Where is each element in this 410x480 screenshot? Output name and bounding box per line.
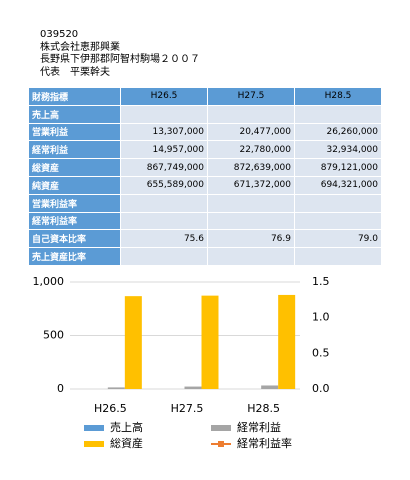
column-header: H26.5 xyxy=(120,87,208,106)
y2-tick-label: 0.5 xyxy=(312,346,330,359)
row-label: 売上資産比率 xyxy=(28,247,121,266)
row-label: 総資産 xyxy=(28,158,121,177)
cell xyxy=(207,193,295,213)
header-line: 039520 xyxy=(40,29,79,40)
row-label: 営業利益 xyxy=(28,122,121,142)
row-label: 経常利益 xyxy=(28,140,121,160)
header-line: 代表 平栗幹夫 xyxy=(40,66,110,78)
cell: 79.0 xyxy=(294,229,382,249)
x-tick-label: H26.5 xyxy=(94,402,127,415)
x-tick-label: H28.5 xyxy=(247,402,280,415)
legend-label: 売上高 xyxy=(110,420,143,434)
x-tick-label: H27.5 xyxy=(171,402,204,415)
header-line: 株式会社恵那興業 xyxy=(40,41,120,53)
column-header: 財務指標 xyxy=(28,87,121,106)
legend-label: 経常利益 xyxy=(237,420,281,434)
bar xyxy=(107,387,125,389)
row-label: 自己資本比率 xyxy=(28,229,121,249)
cell: 22,780,000 xyxy=(207,140,295,160)
y-tick-label: 0 xyxy=(57,382,64,395)
cell: 26,260,000 xyxy=(294,122,382,142)
cell xyxy=(120,247,208,266)
table-row: 営業利益 13,307,000 20,477,000 26,260,000 xyxy=(28,122,382,142)
company-header: 039520 株式会社恵那興業 長野県下伊那郡阿智村駒場２００７ 代表 平栗幹夫 xyxy=(40,29,200,79)
legend-label: 総資産 xyxy=(110,436,143,450)
y2-tick-label: 1.5 xyxy=(312,275,330,288)
finance-table: 財務指標 H26.5 H27.5 H28.5 売上高 営業利益 13,307,000 20,4… xyxy=(28,87,382,266)
cell xyxy=(120,193,208,213)
header-line: 長野県下伊那郡阿智村駒場２００７ xyxy=(40,54,200,65)
table-row: 純資産 655,589,000 671,372,000 694,321,000 xyxy=(28,175,382,195)
row-label: 経常利益率 xyxy=(28,211,121,231)
table-row: 売上高 xyxy=(28,104,382,124)
table-row: 営業利益率 xyxy=(28,193,382,213)
cell xyxy=(294,211,382,231)
table-row: 売上資産比率 xyxy=(28,247,382,266)
cell xyxy=(207,247,295,266)
cell: 32,934,000 xyxy=(294,140,382,160)
row-label: 純資産 xyxy=(28,175,121,195)
cell xyxy=(120,211,208,231)
y-tick-label: 1,000 xyxy=(33,275,65,288)
cell: 867,749,000 xyxy=(120,158,208,177)
cell: 13,307,000 xyxy=(120,122,208,142)
cell: 20,477,000 xyxy=(207,122,295,142)
y-tick-label: 500 xyxy=(43,329,64,342)
bar xyxy=(261,385,279,389)
cell: 14,957,000 xyxy=(120,140,208,160)
row-label: 売上高 xyxy=(28,104,121,124)
cell xyxy=(120,104,208,124)
legend-swatch xyxy=(84,425,104,431)
table-row: 経常利益率 xyxy=(28,211,382,231)
cell: 76.9 xyxy=(207,229,295,249)
table-row: 総資産 867,749,000 872,639,000 879,121,000 xyxy=(28,158,382,177)
table-row: 自己資本比率 75.6 76.9 79.0 xyxy=(28,229,382,249)
bar xyxy=(278,294,296,389)
chart: 05001,0000.00.51.01.5H26.5 H27.5 H28.5売上高経… xyxy=(33,275,330,450)
y2-tick-label: 0.0 xyxy=(312,382,330,395)
legend-swatch xyxy=(218,441,224,447)
legend-label: 経常利益率 xyxy=(237,436,292,450)
cell xyxy=(294,104,382,124)
cell: 872,639,000 xyxy=(207,158,295,177)
legend-swatch xyxy=(84,441,104,447)
cell xyxy=(294,193,382,213)
bar xyxy=(184,386,202,389)
cell: 694,321,000 xyxy=(294,175,382,195)
cell xyxy=(207,104,295,124)
cell: 879,121,000 xyxy=(294,158,382,177)
header-row: 財務指標 H26.5 H27.5 H28.5 xyxy=(28,87,382,106)
bar xyxy=(124,296,142,389)
cell xyxy=(207,211,295,231)
cell xyxy=(294,247,382,266)
cell: 655,589,000 xyxy=(120,175,208,195)
column-header: H27.5 xyxy=(207,87,295,106)
cell: 671,372,000 xyxy=(207,175,295,195)
y2-tick-label: 1.0 xyxy=(312,311,330,324)
column-header: H28.5 xyxy=(294,87,382,106)
row-label: 営業利益率 xyxy=(28,193,121,213)
legend-swatch xyxy=(211,425,231,431)
table-row: 経常利益 14,957,000 22,780,000 32,934,000 xyxy=(28,140,382,160)
cell: 75.6 xyxy=(120,229,208,249)
bar xyxy=(201,295,219,389)
